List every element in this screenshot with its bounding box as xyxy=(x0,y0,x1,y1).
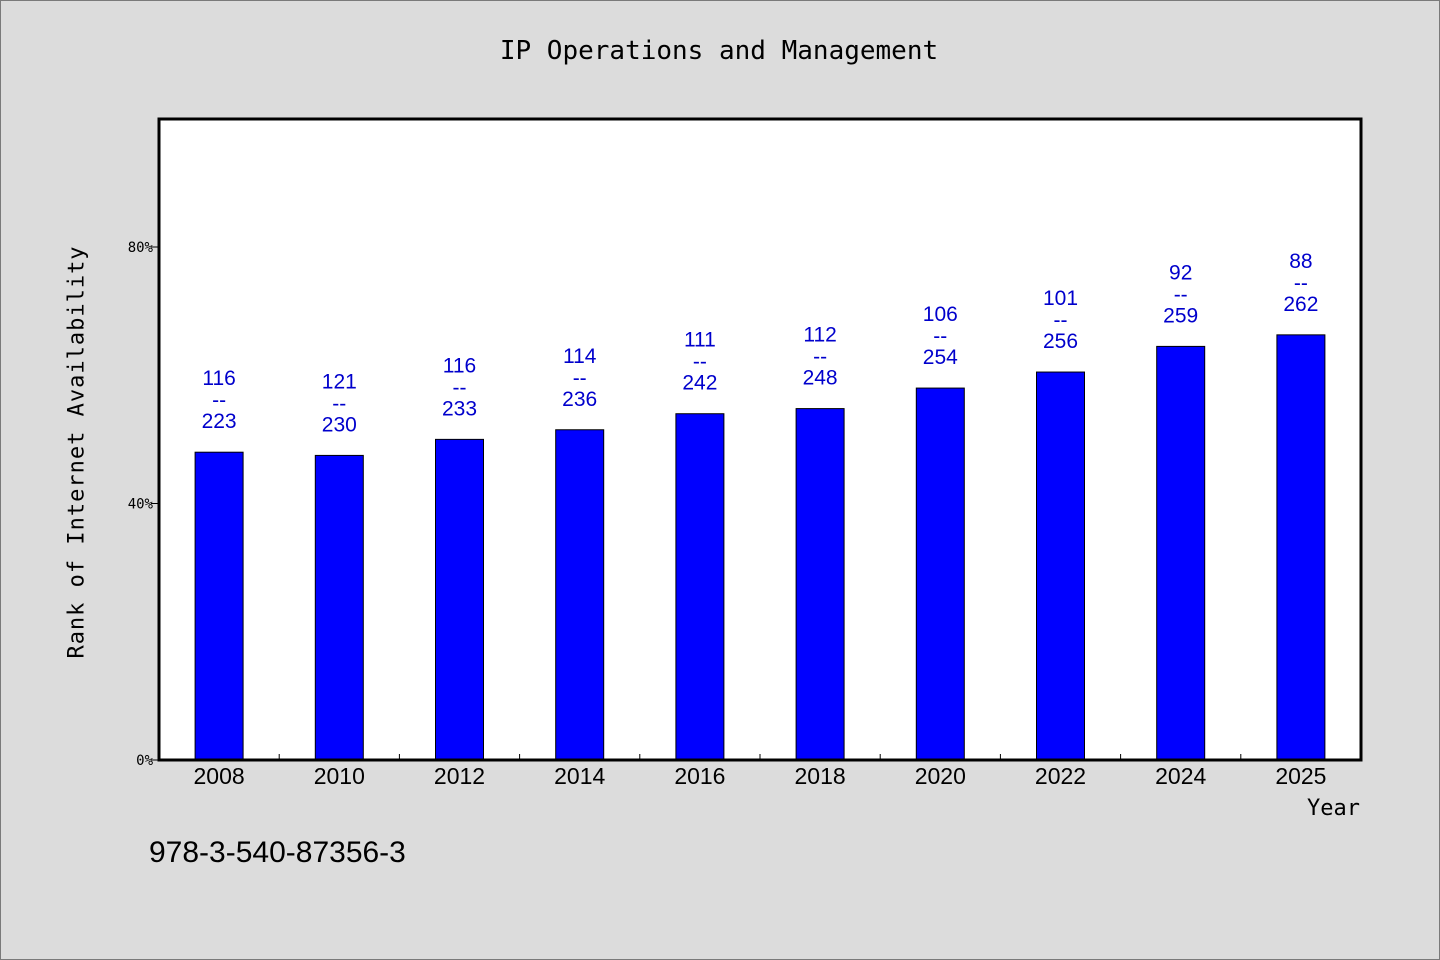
data-label-rank: 116 xyxy=(202,367,235,390)
bar-2014 xyxy=(555,429,605,761)
data-label-separator: -- xyxy=(332,392,346,415)
data-label-total: 262 xyxy=(1283,293,1318,316)
bar-2022 xyxy=(1036,371,1085,761)
x-tick-label: 2022 xyxy=(1035,763,1086,789)
data-label-separator: -- xyxy=(453,376,467,399)
data-label-total: 233 xyxy=(442,397,477,420)
y-axis-title: Rank of Internet Availability xyxy=(64,245,90,659)
bar-2024 xyxy=(1156,345,1206,761)
data-label-rank: 116 xyxy=(443,354,476,377)
data-label-separator: -- xyxy=(1054,309,1068,332)
x-tick-label: 2012 xyxy=(434,763,485,789)
plot-border xyxy=(157,117,1363,762)
data-label-total: 223 xyxy=(202,410,237,433)
data-label-rank: 121 xyxy=(322,370,357,393)
y-tick-label: 80% xyxy=(128,240,154,256)
data-label-separator: -- xyxy=(212,389,226,412)
isbn-footnote: 978-3-540-87356-3 xyxy=(149,836,406,869)
data-label-total: 256 xyxy=(1043,330,1078,353)
x-tick-label: 2018 xyxy=(795,763,846,789)
data-label-rank: 111 xyxy=(684,329,716,352)
x-tick-label: 2025 xyxy=(1275,763,1326,789)
bar-2016 xyxy=(675,413,725,761)
x-tick-label: 2016 xyxy=(674,763,725,789)
bar-2018 xyxy=(795,408,845,761)
data-label-rank: 106 xyxy=(923,303,958,326)
x-axis-title: Year xyxy=(1307,796,1360,821)
bar-2020 xyxy=(915,387,965,761)
data-label-rank: 112 xyxy=(803,324,836,347)
bar-2010 xyxy=(314,454,364,761)
data-label-separator: -- xyxy=(1174,283,1188,306)
x-tick-label: 2024 xyxy=(1155,763,1206,789)
data-label-total: 242 xyxy=(682,372,717,395)
data-label-rank: 88 xyxy=(1289,250,1312,273)
x-tick-label: 2010 xyxy=(314,763,365,789)
bar-2025 xyxy=(1276,334,1326,761)
x-tick-label: 2020 xyxy=(915,763,966,789)
bar-2008 xyxy=(194,451,244,761)
y-tick-label: 0% xyxy=(136,753,153,769)
data-label-total: 236 xyxy=(562,388,597,411)
data-label-separator: -- xyxy=(933,325,947,348)
chart-title: IP Operations and Management xyxy=(499,36,939,66)
x-tick-label: 2014 xyxy=(554,763,605,789)
data-label-total: 230 xyxy=(322,413,357,436)
y-tick-label: 40% xyxy=(128,497,154,513)
data-label-total: 254 xyxy=(923,346,958,369)
data-label-separator: -- xyxy=(573,367,587,390)
data-label-separator: -- xyxy=(1294,272,1308,295)
x-tick-label: 2008 xyxy=(194,763,245,789)
bar-2012 xyxy=(435,438,484,761)
data-label-rank: 101 xyxy=(1043,287,1078,310)
data-label-separator: -- xyxy=(693,351,707,374)
data-label-total: 259 xyxy=(1163,304,1198,327)
data-label-total: 248 xyxy=(803,367,838,390)
data-label-separator: -- xyxy=(813,346,827,369)
data-label-rank: 92 xyxy=(1169,261,1192,284)
data-label-rank: 114 xyxy=(563,345,597,368)
